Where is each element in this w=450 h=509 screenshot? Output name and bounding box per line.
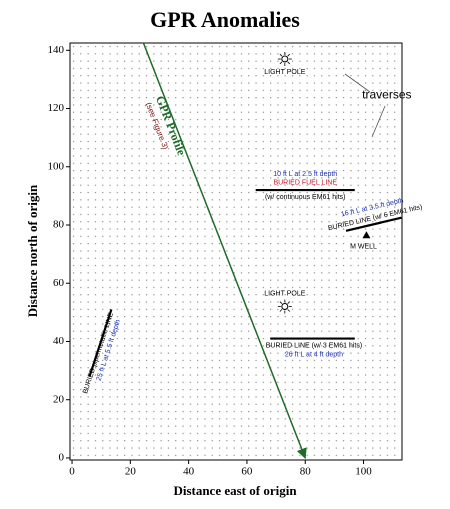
x-tick-label: 40	[183, 466, 195, 478]
x-tick-label: 100	[355, 466, 372, 478]
y-tick-label: 140	[48, 44, 65, 56]
y-tick-label: 100	[48, 160, 65, 172]
plot-frame	[69, 42, 403, 461]
x-tick-label: 80	[300, 466, 312, 478]
annotation: BURIED LINE (w/ 3 EM61 hits)	[266, 343, 362, 350]
y-tick-label: 60	[53, 277, 65, 289]
annotation: 26 ft L at 4 ft depth	[285, 351, 343, 358]
light-pole-ray	[279, 309, 283, 312]
y-tick-label: 0	[59, 451, 65, 463]
well	[362, 231, 371, 239]
light-pole-ray	[287, 309, 291, 312]
y-tick-label: 80	[53, 219, 65, 231]
x-tick-label: 20	[125, 466, 137, 478]
y-tick-label: 40	[53, 335, 65, 347]
buried-line	[88, 309, 113, 377]
annotation: BURIED FUEL LINE	[273, 180, 337, 187]
annotation: (w/ continuous EM61 hits)	[265, 194, 346, 201]
y-axis-label: Distance north of origin	[25, 184, 40, 317]
annotation: LIGHT POLE	[264, 69, 305, 76]
traverse-dots	[70, 43, 402, 460]
light-pole	[281, 55, 289, 63]
leader-line	[344, 73, 371, 93]
light-pole-ray	[287, 301, 291, 304]
annotation: 10 ft L at 2.5 ft depth	[273, 171, 337, 178]
annotation: M WELL	[350, 244, 377, 251]
light-pole-ray	[287, 61, 291, 65]
annotation: traverses	[362, 88, 411, 102]
y-tick-label: 20	[53, 393, 65, 405]
x-tick-label: 0	[69, 466, 75, 478]
y-tick-label: 120	[48, 102, 65, 114]
light-pole-ray	[279, 53, 283, 57]
chart-title: GPR Anomalies	[150, 7, 300, 32]
light-pole-ray	[287, 53, 291, 57]
x-axis-label: Distance east of origin	[173, 483, 297, 498]
leader-line	[371, 105, 386, 138]
light-pole-ray	[279, 301, 283, 304]
light-pole-ray	[279, 61, 283, 65]
light-pole	[281, 303, 289, 311]
buried-line	[345, 216, 402, 232]
annotation: LIGHT POLE	[264, 290, 305, 297]
x-tick-label: 60	[241, 466, 253, 478]
gpr-profile	[142, 42, 307, 459]
